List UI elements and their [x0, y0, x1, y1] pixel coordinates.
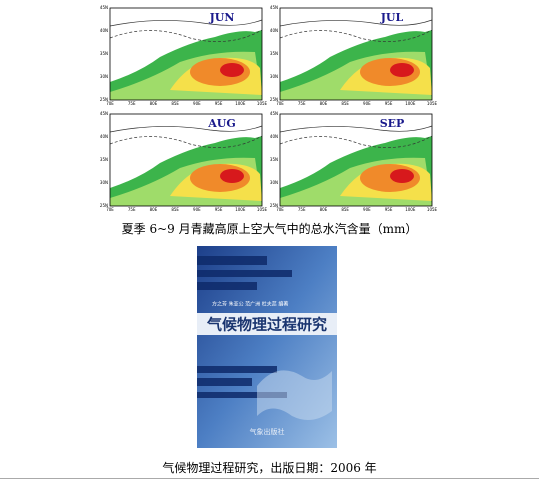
lon-label: 90E: [363, 207, 371, 212]
lat-label: 40N: [270, 134, 278, 139]
lon-label: 75E: [298, 207, 306, 212]
lat-label: 35N: [270, 51, 278, 56]
lon-label: 90E: [193, 101, 201, 106]
shade-red: [220, 169, 244, 183]
lon-label: 85E: [341, 101, 349, 106]
map-frame: [109, 7, 263, 101]
lat-label: 35N: [100, 157, 108, 162]
lon-label: 90E: [363, 101, 371, 106]
lon-label: 100E: [235, 207, 246, 212]
map-shading: [279, 125, 433, 206]
title-band: [197, 313, 337, 335]
lon-label: 90E: [193, 207, 201, 212]
lat-label: 40N: [100, 28, 108, 33]
lon-label: 70E: [276, 101, 284, 106]
lat-label: 30N: [270, 180, 278, 185]
contour: [109, 125, 263, 133]
book-title: 气候物理过程研究: [206, 316, 327, 334]
lat-label: 25N: [100, 203, 108, 208]
contour: [279, 125, 433, 133]
lon-label: 70E: [276, 207, 284, 212]
shade-red: [390, 63, 414, 77]
lat-label: 25N: [270, 97, 278, 102]
lat-label: 25N: [270, 203, 278, 208]
lat-label: 40N: [270, 28, 278, 33]
lon-label: 80E: [150, 207, 158, 212]
lon-label: 95E: [385, 101, 393, 106]
panel-label: AUG: [207, 117, 236, 130]
map-shading: [279, 19, 433, 100]
map-frame: [279, 113, 433, 207]
lat-label: 35N: [100, 51, 108, 56]
book-cover: 方之芳 朱亚公 范广洲 杜夫蕊 编著 气候物理过程研究 气象出版社: [197, 246, 337, 448]
lat-label: 45N: [270, 111, 278, 116]
contour: [279, 135, 433, 148]
lat-label: 25N: [100, 97, 108, 102]
book-caption: 气候物理过程研究，出版日期：2006 年: [162, 461, 377, 475]
map-shading: [109, 125, 263, 206]
map-frame: [279, 7, 433, 101]
book-authors: 方之芳 朱亚公 范广洲 杜夫蕊 编著: [212, 301, 288, 308]
lat-label: 30N: [270, 74, 278, 79]
divider: [0, 478, 539, 479]
lon-label: 75E: [128, 207, 136, 212]
panel-label: JUL: [380, 11, 404, 24]
lat-label: 45N: [100, 5, 108, 10]
lon-label: 85E: [341, 207, 349, 212]
lon-label: 85E: [171, 207, 179, 212]
contour: [109, 29, 263, 42]
lat-label: 45N: [100, 111, 108, 116]
lon-label: 70E: [106, 101, 114, 106]
lon-label: 95E: [385, 207, 393, 212]
lon-label: 75E: [128, 101, 136, 106]
shade-red: [390, 169, 414, 183]
lon-label: 105E: [257, 207, 268, 212]
lat-label: 30N: [100, 180, 108, 185]
contour: [109, 135, 263, 148]
lon-label: 100E: [405, 101, 416, 106]
cover-globe: [257, 370, 332, 420]
lon-label: 85E: [171, 101, 179, 106]
panel-label: JUN: [209, 11, 235, 24]
contour: [279, 29, 433, 42]
map-shading: [109, 19, 263, 100]
lon-label: 105E: [427, 101, 438, 106]
lon-label: 100E: [235, 101, 246, 106]
lon-label: 70E: [106, 207, 114, 212]
contour: [109, 19, 263, 27]
lat-label: 35N: [270, 157, 278, 162]
lat-label: 45N: [270, 5, 278, 10]
lon-label: 80E: [150, 101, 158, 106]
book-publisher: 气象出版社: [250, 427, 285, 436]
lon-label: 95E: [215, 207, 223, 212]
map-frame: [109, 113, 263, 207]
lat-label: 30N: [100, 74, 108, 79]
figure-caption: 夏季 6~9 月青藏高原上空大气中的总水汽含量（mm）: [121, 222, 418, 236]
lon-label: 75E: [298, 101, 306, 106]
shade-red: [220, 63, 244, 77]
lon-label: 80E: [320, 101, 328, 106]
contour: [279, 19, 433, 27]
lon-label: 105E: [257, 101, 268, 106]
lon-label: 80E: [320, 207, 328, 212]
panel-label: SEP: [380, 117, 405, 130]
lon-label: 95E: [215, 101, 223, 106]
cover-stripes: [197, 256, 292, 398]
lon-label: 100E: [405, 207, 416, 212]
lat-label: 40N: [100, 134, 108, 139]
lon-label: 105E: [427, 207, 438, 212]
